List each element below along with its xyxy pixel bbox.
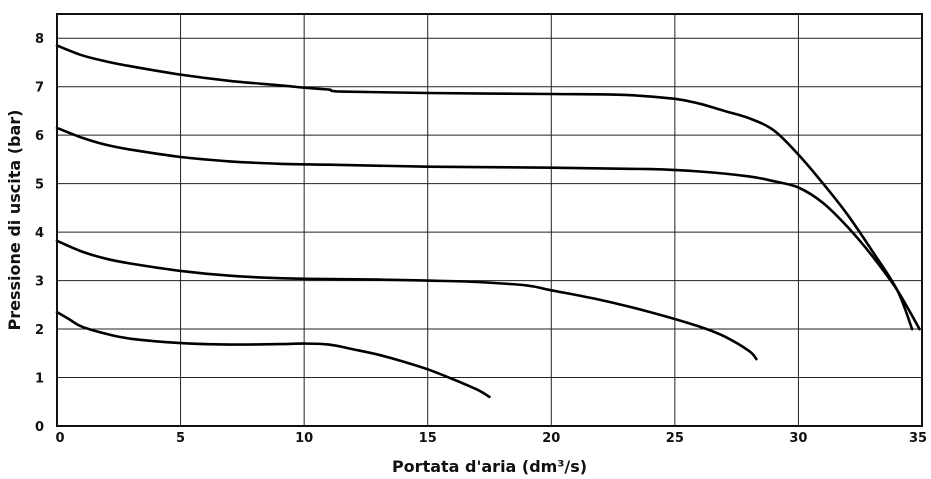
x-tick-label: 15 [419, 431, 437, 446]
x-tick-label: 10 [295, 431, 313, 446]
series-line-4 [55, 310, 491, 399]
series-line-3 [55, 239, 758, 361]
y-tick-label: 7 [35, 81, 44, 96]
y-tick-label: 0 [35, 420, 44, 435]
grid [56, 14, 923, 427]
y-tick-label: 1 [35, 372, 44, 387]
plot-frame [56, 13, 923, 427]
x-tick-label: 30 [789, 431, 807, 446]
y-tick-label: 3 [35, 275, 44, 290]
x-tick-label: 35 [909, 431, 927, 446]
y-tick-label: 5 [35, 178, 44, 193]
y-axis-title: Pressione di uscita (bar) [5, 110, 24, 331]
x-tick-label: 20 [542, 431, 560, 446]
x-tick-label: 25 [666, 431, 684, 446]
x-axis-title: Portata d'aria (dm³/s) [392, 457, 587, 476]
y-tick-label: 2 [35, 323, 44, 338]
series-line-1 [55, 44, 914, 331]
x-tick-label: 5 [176, 431, 185, 446]
y-tick-label: 6 [35, 129, 44, 144]
tick-labels: 0 5 10 15 20 25 30 35 0 1 2 3 4 5 6 7 8 [35, 32, 927, 446]
y-tick-label: 4 [35, 226, 44, 241]
series-lines [55, 44, 921, 399]
y-tick-label: 8 [35, 32, 44, 47]
x-tick-label: 0 [55, 431, 64, 446]
series-line-2 [55, 126, 921, 331]
